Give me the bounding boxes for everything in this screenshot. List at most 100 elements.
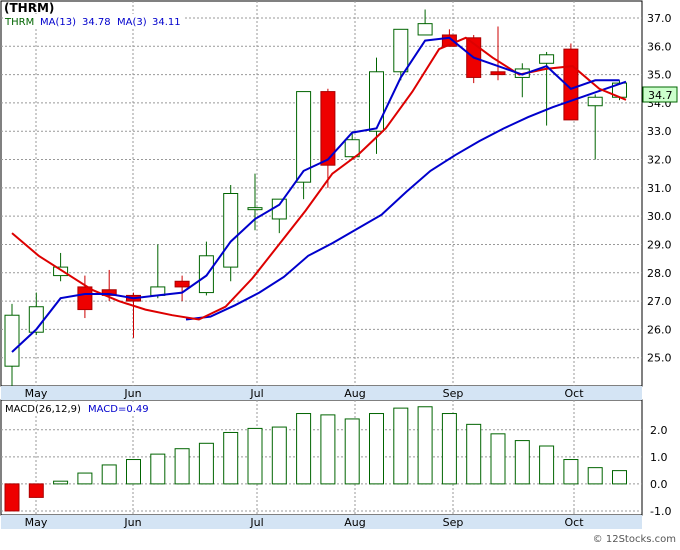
legend-ma13-value: 34.78 [82,17,111,28]
macd-legend: MACD(26,12,9) MACD=0.49 [3,402,149,415]
ma-fast-line [11,36,620,353]
macd-y-tick-label: 1.0 [650,451,668,464]
macd-bar [4,483,20,512]
candle-body [77,286,93,311]
macd-bar [587,467,603,485]
price-x-tick-label: Aug [344,387,365,400]
price-y-tick-label: 32.0 [647,154,672,167]
candle [223,185,239,282]
price-x-axis-strip [1,386,642,400]
macd-y-tick-label: 2.0 [650,424,668,437]
price-y-tick-label: 35.0 [647,69,672,82]
candle-body [344,139,360,158]
candle [247,173,263,231]
macd-bar [563,459,579,485]
macd-bar [126,459,141,485]
macd-bar [514,440,530,485]
legend-ma3-label: MA(3) [117,17,147,28]
macd-bar [466,423,482,485]
price-x-tick-label: Jun [123,387,141,400]
legend-ma13-label: MA(13) [40,17,76,28]
candle [587,94,603,160]
price-y-tick-label: 26.0 [647,323,672,336]
candle [393,28,409,81]
macd-x-tick-label: Jun [123,516,141,529]
macd-bar [101,464,117,485]
macd-y-tick-label: 0.0 [650,478,668,491]
candle-body [320,91,336,166]
watermark: © 12Stocks.com [593,534,676,545]
candle-body [101,289,117,296]
legend-background [3,14,183,28]
macd-bar [320,414,336,485]
price-legend: (THRM) THRM MA(13) 34.78 MA(3) 34.11 [3,1,183,28]
macd-bars [4,406,627,512]
macd-bar [296,413,312,485]
macd-legend-title: MACD(26,12,9) [5,404,81,415]
candle [53,252,69,282]
macd-x-tick-label: Aug [344,516,365,529]
candle-body [296,91,312,183]
price-y-tick-label: 31.0 [647,182,672,195]
macd-bar [539,445,555,485]
macd-bar [198,442,214,485]
candle-body [174,280,190,288]
candle-body [490,71,506,76]
candle [77,275,93,319]
price-x-tick-label: May [25,387,48,400]
macd-bar [369,413,384,485]
price-x-tick-label: Jul [249,387,263,400]
macd-bar [247,427,263,485]
candle-body [271,198,287,220]
price-panel-frame [0,0,643,387]
price-y-tick-label: 28.0 [647,267,672,280]
candle-body [393,28,409,73]
macd-y-tick-labels: -1.0 0.0 1.0 2.0 [650,424,671,518]
price-y-tick-label: 27.0 [647,295,672,308]
macd-bar [344,418,360,485]
candle-body [587,96,603,107]
ticker-label: (THRM) [4,1,54,15]
macd-x-tick-label: May [25,516,48,529]
macd-bar [441,413,457,485]
macd-legend-value: MACD=0.49 [88,404,149,415]
macd-bar [28,483,44,498]
candle-body [223,193,239,268]
candle [563,43,579,121]
candle [320,88,336,188]
macd-bar [393,407,409,485]
candle [344,131,360,160]
macd-bar [150,453,166,485]
macd-bar [490,433,506,485]
price-y-tick-label: 37.0 [647,12,672,25]
macd-x-tick-label: Jul [249,516,263,529]
candle [417,9,433,36]
price-x-tick-labels: May Jun Jul Aug Sep Oct [25,387,585,400]
candle [174,275,190,302]
legend-ticker: THRM [4,17,34,28]
macd-bar [223,431,239,485]
macd-x-tick-label: Sep [443,516,464,529]
macd-y-tick-label: -1.0 [650,505,671,518]
price-x-tick-label: Sep [443,387,464,400]
legend-ma3-value: 34.11 [152,17,181,28]
candle-body [4,314,20,367]
candle-body [539,54,555,64]
candle-body [441,34,457,47]
macd-x-axis-strip [1,515,642,529]
macd-bar [271,426,287,485]
macd-bar [612,470,627,485]
candle-body [417,23,433,36]
price-y-tick-label: 25.0 [647,352,672,365]
price-y-tick-label: 30.0 [647,210,672,223]
macd-bar [53,480,69,485]
macd-bar [417,406,433,485]
macd-bar [77,472,93,485]
candle [4,303,20,386]
macd-x-tick-label: Oct [564,516,584,529]
price-y-tick-label: 33.0 [647,125,672,138]
candle-body [369,71,384,132]
candle-body [53,266,69,277]
